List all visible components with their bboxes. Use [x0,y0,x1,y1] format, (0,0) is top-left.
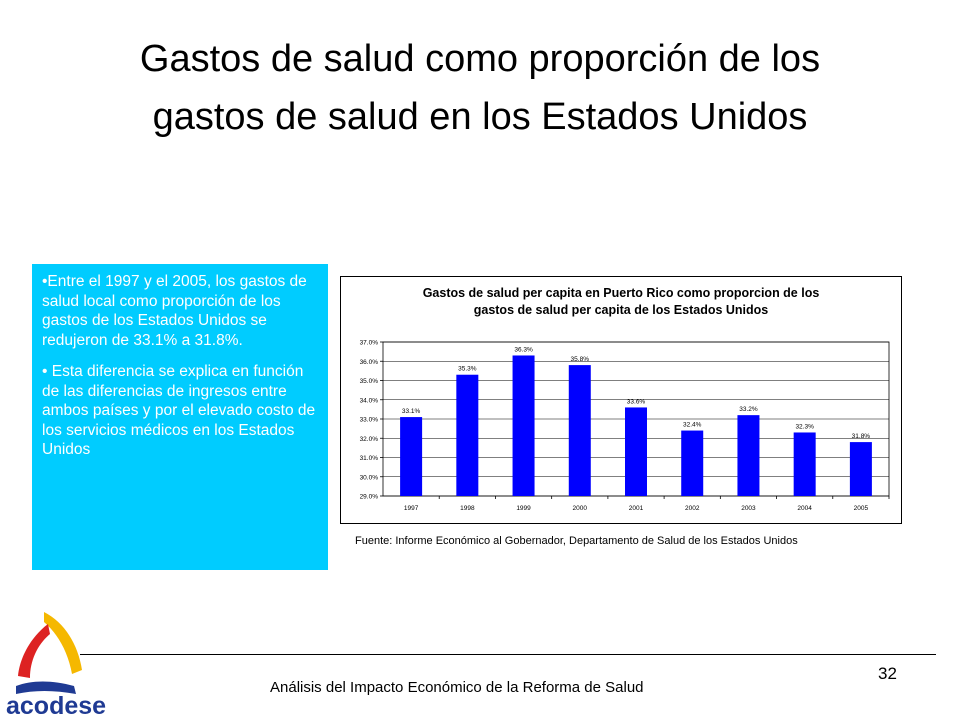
y-tick-label: 30.0% [360,474,379,481]
x-tick-label: 2002 [685,505,700,512]
y-tick-label: 29.0% [360,494,379,501]
title-line-2: gastos de salud en los Estados Unidos [152,96,808,138]
data-label: 32.4% [683,422,702,429]
bar [456,374,479,496]
y-tick-label: 31.0% [360,455,379,462]
y-tick-label: 36.0% [360,359,379,366]
slide-title: Gastos de salud como proporción de los g… [40,30,920,146]
logo-graphic: acodese [6,612,106,720]
x-tick-label: 2003 [741,505,756,512]
bar [849,442,872,496]
bar [737,415,760,496]
x-tick-label: 2004 [797,505,812,512]
x-tick-label: 1997 [404,505,419,512]
bullet-2: • Esta diferencia se explica en función … [42,363,316,458]
y-tick-label: 37.0% [360,340,379,347]
footer-divider [80,654,936,655]
bar [568,365,591,496]
data-label: 36.3% [514,346,533,353]
title-line-1: Gastos de salud como proporción de los [139,38,821,80]
bar [625,407,647,496]
x-tick-label: 2001 [629,505,644,512]
plot-area: 29.0% 30.0% 31.0% 32.0% 33.0% 34.0% 35.0% 36.0%… [360,340,890,512]
y-tick-label: 35.0% [360,378,379,385]
x-tick-label: 1998 [460,505,475,512]
x-tick-label: 2000 [573,505,588,512]
page-number: 32 [878,664,897,683]
bullet-1: •Entre el 1997 y el 2005, los gastos de … [42,273,307,349]
data-label: 32.3% [795,423,814,430]
x-tick-label: 1999 [516,505,531,512]
bar-chart-svg: Gastos de salud per capita en Puerto Ric… [340,276,902,524]
data-label: 31.8% [852,433,871,440]
data-label: 33.6% [627,398,646,405]
logo-text: acodese [6,692,106,720]
chart-title-line-2: gastos de salud per capita de los Estado… [474,303,769,317]
footer-text: Análisis del Impacto Económico de la Ref… [270,679,644,696]
bar [400,417,423,496]
source-note: Fuente: Informe Económico al Gobernador,… [355,535,798,547]
logo-blue-swoosh [16,681,76,694]
bar [793,432,816,496]
logo-red-swoosh [18,624,50,678]
y-tick-label: 32.0% [360,436,379,443]
bar [512,355,535,496]
y-tick-label: 34.0% [360,397,379,404]
bar-chart: Gastos de salud per capita en Puerto Ric… [340,276,902,524]
data-label: 35.8% [571,356,590,363]
x-tick-label: 2005 [854,505,869,512]
info-box: •Entre el 1997 y el 2005, los gastos de … [32,264,328,570]
data-label: 35.3% [458,366,477,373]
logo-yellow-swoosh [44,612,82,674]
y-tick-label: 33.0% [360,417,379,424]
data-label: 33.2% [739,406,758,413]
data-label: 33.1% [402,408,421,415]
bar [681,430,704,496]
acodese-logo: acodese [2,604,112,720]
chart-title-line-1: Gastos de salud per capita en Puerto Ric… [423,286,820,300]
